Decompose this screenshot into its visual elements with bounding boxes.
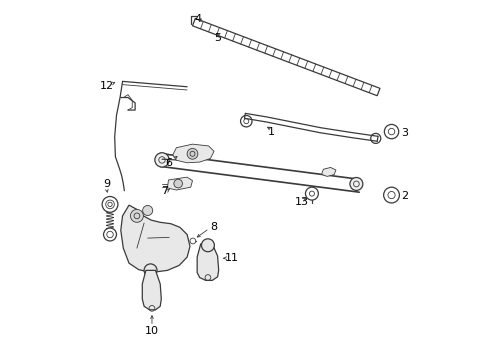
Text: 10: 10 [144,325,159,336]
Circle shape [201,239,214,252]
Polygon shape [192,18,379,96]
Circle shape [174,179,182,188]
Circle shape [102,197,118,212]
Circle shape [349,177,362,190]
Circle shape [155,153,169,167]
Circle shape [130,210,143,222]
Text: 6: 6 [164,158,172,168]
Circle shape [103,228,116,241]
Circle shape [190,238,195,244]
Text: 7: 7 [161,186,168,197]
Text: 9: 9 [102,179,110,189]
Text: 13: 13 [294,197,308,207]
Text: 2: 2 [401,191,408,201]
Text: 3: 3 [401,129,408,138]
Polygon shape [197,244,218,280]
Circle shape [144,264,157,277]
Circle shape [384,125,398,139]
Text: 1: 1 [267,127,274,136]
Circle shape [383,187,399,203]
Polygon shape [121,205,190,273]
Text: 4: 4 [194,14,201,24]
Polygon shape [321,167,335,176]
Text: 5: 5 [214,33,221,43]
Text: 11: 11 [224,253,239,263]
Circle shape [142,206,152,216]
Circle shape [187,148,198,159]
Text: 12: 12 [99,81,113,91]
Text: 8: 8 [210,222,217,232]
Polygon shape [172,144,214,163]
Polygon shape [142,270,161,310]
Polygon shape [167,177,192,190]
Circle shape [305,187,318,200]
